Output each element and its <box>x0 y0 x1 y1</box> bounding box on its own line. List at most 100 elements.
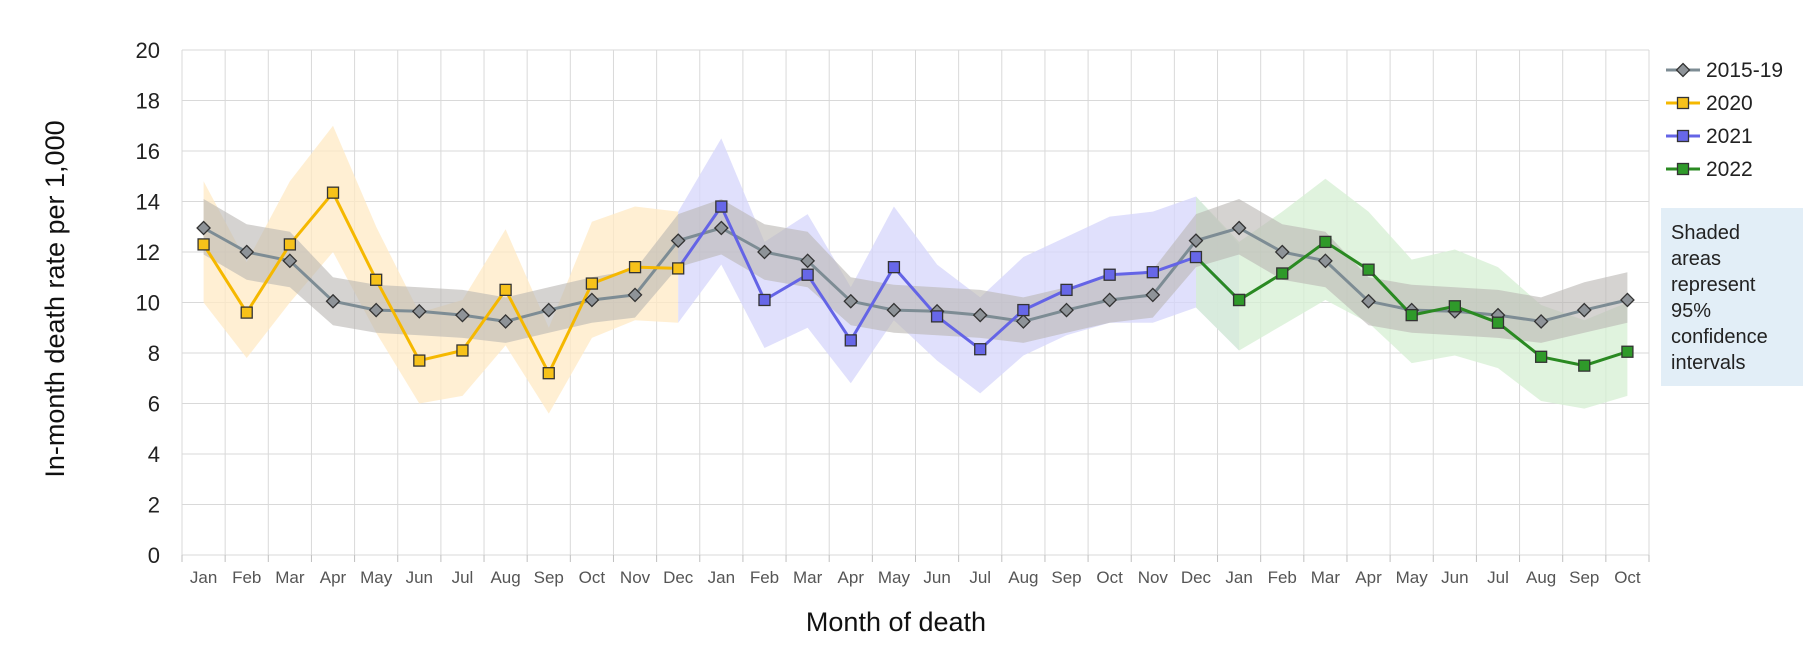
y-tick-label: 4 <box>148 442 160 467</box>
legend-marker-2020 <box>1676 96 1690 110</box>
x-tick-label: May <box>360 568 393 587</box>
marker-2022 <box>1534 350 1548 363</box>
legend: 2015-19 2020 2021 2022 <box>1666 59 1783 181</box>
marker-2015-19 <box>541 302 557 318</box>
x-tick-label: Jul <box>452 568 474 587</box>
x-tick-label: Aug <box>490 568 520 587</box>
legend-label-2020: 2020 <box>1706 92 1753 115</box>
marker-2015-19 <box>1361 293 1376 309</box>
marker-2015-19 <box>584 292 600 308</box>
x-tick-label: Apr <box>320 568 347 587</box>
marker-2020 <box>240 306 253 319</box>
x-tick-label: Jul <box>1487 568 1509 587</box>
marker-2015-19 <box>411 303 427 319</box>
x-tick-label: Sep <box>1051 568 1081 587</box>
marker-2020 <box>542 367 555 380</box>
x-tick-label: Dec <box>1181 568 1212 587</box>
note-line: 95% <box>1671 300 1712 322</box>
marker-2020 <box>197 238 210 251</box>
marker-2020 <box>283 238 297 251</box>
y-tick-label: 2 <box>148 493 160 518</box>
marker-2015-19 <box>1231 220 1247 236</box>
marker-2021 <box>1060 283 1073 297</box>
y-tick-label: 0 <box>148 543 160 568</box>
legend-label-2022: 2022 <box>1706 158 1753 181</box>
y-axis-title: In-month death rate per 1,000 <box>40 120 70 477</box>
marker-2015-19 <box>886 302 902 318</box>
marker-2020 <box>456 344 469 357</box>
marker-2015-19 <box>800 253 816 269</box>
x-tick-label: Nov <box>1138 568 1169 587</box>
x-tick-label: Jan <box>1225 568 1252 587</box>
x-tick-label: Jun <box>1441 568 1468 587</box>
marker-2015-19 <box>368 302 384 318</box>
marker-2015-19 <box>325 293 341 309</box>
marker-2015-19 <box>1576 302 1592 318</box>
marker-2015-19 <box>972 307 988 323</box>
y-tick-label: 6 <box>148 392 160 417</box>
marker-2021 <box>1189 250 1203 264</box>
y-tick-label: 16 <box>136 139 160 164</box>
line-2021 <box>676 205 1241 351</box>
marker-2021 <box>715 200 728 213</box>
marker-2021 <box>1017 303 1030 317</box>
marker-2020 <box>499 283 512 297</box>
x-tick-label: May <box>1396 568 1429 587</box>
note-line: areas <box>1671 248 1722 270</box>
marker-2020 <box>628 260 642 274</box>
marker-2015-19 <box>196 220 211 236</box>
y-tick-label: 8 <box>148 341 160 366</box>
marker-2015-19 <box>1274 244 1290 260</box>
x-axis-ticks: Jan Feb Mar Apr May Jun Jul Aug Sep Oct Nov Dec Jan F… <box>190 568 1641 587</box>
marker-2015-19 <box>1533 314 1549 329</box>
marker-2020 <box>672 262 685 275</box>
marker-2015-19 <box>498 314 514 329</box>
marker-2022 <box>1319 235 1332 249</box>
band-2020 <box>203 125 679 414</box>
note-line: intervals <box>1671 352 1746 374</box>
marker-2022 <box>1405 308 1418 322</box>
marker-2021 <box>1146 266 1159 279</box>
x-tick-label: Feb <box>232 568 261 587</box>
marker-2015-19 <box>843 293 859 309</box>
x-tick-label: Jan <box>708 568 735 587</box>
y-tick-label: 18 <box>136 89 160 114</box>
x-tick-label: Oct <box>1096 568 1123 587</box>
marker-2020 <box>413 354 426 367</box>
series-lines <box>202 191 1628 375</box>
marker-2022 <box>1276 267 1289 280</box>
marker-2021 <box>887 260 901 274</box>
marker-2015-19 <box>1102 292 1118 308</box>
y-tick-label: 10 <box>136 291 160 316</box>
band-2021 <box>678 138 1240 394</box>
x-axis-title: Month of death <box>806 607 986 637</box>
x-tick-label: Oct <box>579 568 606 587</box>
y-tick-label: 12 <box>136 240 160 265</box>
x-tick-label: Dec <box>663 568 694 587</box>
y-tick-label: 20 <box>136 38 160 63</box>
note-line: confidence <box>1671 326 1768 348</box>
marker-2015-19 <box>670 233 686 249</box>
confidence-interval-note: Shaded areas represent 95% confidence interva… <box>1661 208 1803 386</box>
legend-marker-2015-19 <box>1675 62 1691 78</box>
legend-marker-2022 <box>1676 162 1690 176</box>
x-tick-label: May <box>878 568 911 587</box>
x-tick-label: Jun <box>923 568 950 587</box>
x-tick-label: Apr <box>1355 568 1382 587</box>
x-tick-label: Feb <box>1268 568 1297 587</box>
marker-2015-19 <box>1317 253 1333 269</box>
marker-2015-19 <box>1015 314 1031 329</box>
marker-2015-19 <box>1188 233 1204 249</box>
marker-2021 <box>974 343 987 356</box>
x-tick-label: Oct <box>1614 568 1641 587</box>
x-tick-label: Mar <box>1311 568 1341 587</box>
marker-2015-19 <box>1145 287 1161 303</box>
marker-2022 <box>1621 345 1634 358</box>
x-tick-label: Feb <box>750 568 779 587</box>
legend-label-2015-19: 2015-19 <box>1706 59 1783 82</box>
marker-2015-19 <box>455 307 470 323</box>
x-tick-label: Sep <box>1569 568 1599 587</box>
y-tick-label: 14 <box>136 190 160 215</box>
marker-2021 <box>1103 268 1116 281</box>
